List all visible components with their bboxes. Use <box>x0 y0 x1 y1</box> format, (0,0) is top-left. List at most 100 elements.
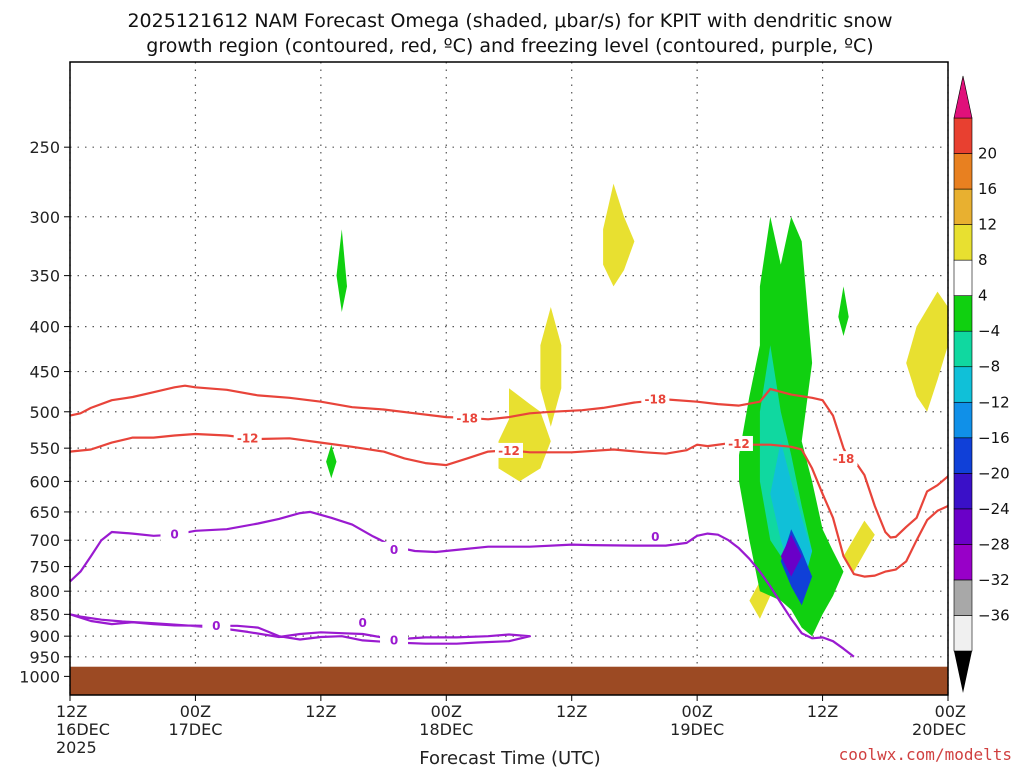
colorbar-segment-7 <box>953 366 973 403</box>
contour-label-bg-purple-0-2 <box>641 528 670 544</box>
contour-label-bg-red-1-2 <box>724 435 753 451</box>
plot-frame <box>69 61 949 696</box>
colorbar-label-5: −4 <box>978 322 1000 340</box>
pressure-axis-ticks: 250 300 350 400 450 500 550 600 650 700 750 800 850 9… <box>19 138 70 686</box>
contour-label-bg-purple-1-1 <box>348 615 377 631</box>
x-tick-label-60-0: 00Z <box>681 702 712 721</box>
contour-line-red-0 <box>69 384 949 539</box>
contour-label-red-1-0: -12 <box>237 431 259 445</box>
contour-label-bg-red-1-0 <box>233 430 262 446</box>
y-tick-label-1000: 1000 <box>19 667 60 686</box>
y-tick-label-650: 650 <box>29 503 60 522</box>
y-tick-label-550: 550 <box>29 439 60 458</box>
contour-label-bg-red-0-1 <box>641 391 670 407</box>
terrain-band <box>70 666 948 695</box>
omega-region-11 <box>336 229 347 312</box>
contour-label-bg-red-1-1 <box>495 442 523 458</box>
y-tick-label-400: 400 <box>29 318 60 337</box>
x-tick-label-48-0: 12Z <box>556 702 587 721</box>
x-tick-label-0-2: 2025 <box>56 738 97 757</box>
omega-colorbar: 20 16 12 8 4 −4 −8 −12 −16 −20 −24 −28 −32 −36 <box>953 75 1010 693</box>
y-tick-label-250: 250 <box>29 138 60 157</box>
colorbar-segment-11 <box>953 224 973 261</box>
colorbar-label-2: 12 <box>978 216 997 234</box>
contour-label-purple-0-0: 0 <box>170 528 178 542</box>
contour-label-bg-purple-0-1 <box>380 541 409 557</box>
colorbar-label-7: −12 <box>978 393 1010 411</box>
y-tick-label-950: 950 <box>29 648 60 667</box>
contour-label-purple-1-1: 0 <box>358 616 366 630</box>
omega-region-13 <box>838 286 849 336</box>
omega-region-1 <box>540 307 562 427</box>
x-tick-label-72-0: 12Z <box>807 702 838 721</box>
colorbar-segment-2 <box>953 544 973 581</box>
chart-title-line2: growth region (contoured, red, ºC) and f… <box>146 35 873 57</box>
colorbar-label-9: −20 <box>978 464 1010 482</box>
omega-region-10 <box>780 534 802 577</box>
colorbar-label-4: 4 <box>978 287 988 305</box>
omega-shading <box>326 183 948 637</box>
x-tick-label-36-1: 18DEC <box>419 720 473 739</box>
omega-region-5 <box>843 520 875 572</box>
colorbar-segment-13 <box>953 153 973 190</box>
colorbar-segment-9 <box>953 295 973 332</box>
colorbar-label-6: −8 <box>978 358 1000 376</box>
terrain-fill <box>70 666 948 695</box>
y-tick-label-450: 450 <box>29 363 60 382</box>
colorbar-top-arrow <box>953 75 973 119</box>
contour-label-bg-red-0-2 <box>829 451 858 467</box>
contour-label-purple-0-1: 0 <box>390 543 398 557</box>
contour-label-red-0-1: -18 <box>644 392 666 406</box>
x-tick-label-36-0: 00Z <box>431 702 462 721</box>
omega-region-0 <box>498 388 551 482</box>
y-tick-label-350: 350 <box>29 267 60 286</box>
contour-label-bg-purple-1-0 <box>202 617 231 633</box>
colorbar-segment-3 <box>953 508 973 545</box>
colorbar-bottom-arrow <box>954 651 972 693</box>
colorbar-label-8: −16 <box>978 429 1010 447</box>
colorbar-segment-0 <box>953 615 973 652</box>
y-tick-label-500: 500 <box>29 403 60 422</box>
colorbar-label-13: −36 <box>978 606 1010 624</box>
y-tick-label-900: 900 <box>29 627 60 646</box>
x-tick-label-60-1: 19DEC <box>670 720 724 739</box>
x-tick-label-12-1: 17DEC <box>168 720 222 739</box>
contour-label-bg-red-0-0 <box>453 410 482 426</box>
x-tick-label-84-1: 20DEC <box>912 720 966 739</box>
omega-region-6 <box>739 216 844 637</box>
colorbar-segment-6 <box>953 401 973 439</box>
colorbar-label-10: −24 <box>978 500 1010 518</box>
x-tick-label-84-0: 00Z <box>935 702 966 721</box>
credit-text: coolwx.com/modelts <box>839 745 1012 764</box>
omega-region-12 <box>326 444 337 479</box>
contour-label-red-0-0: -18 <box>456 412 478 426</box>
x-tick-label-24-0: 12Z <box>305 702 336 721</box>
colorbar-label-1: 16 <box>978 180 997 198</box>
contour-label-purple-0-2: 0 <box>651 530 659 544</box>
contour-label-bg-purple-0-0 <box>160 526 189 542</box>
y-tick-label-800: 800 <box>29 582 60 601</box>
colorbar-segment-5 <box>953 437 973 474</box>
y-tick-label-600: 600 <box>29 472 60 491</box>
colorbar-segment-12 <box>953 188 973 225</box>
colorbar-label-3: 8 <box>978 251 988 269</box>
y-tick-label-700: 700 <box>29 531 60 550</box>
colorbar-segment-4 <box>953 473 973 510</box>
contour-label-purple-1-0: 0 <box>212 619 220 633</box>
contour-label-red-1-2: -12 <box>728 437 750 451</box>
x-tick-label-12-0: 00Z <box>180 702 211 721</box>
colorbar-segment-8 <box>953 330 973 368</box>
y-tick-label-850: 850 <box>29 605 60 624</box>
y-tick-label-750: 750 <box>29 558 60 577</box>
contour-label-bg-purple-1-2 <box>380 632 409 648</box>
omega-region-3 <box>906 291 948 412</box>
chart-title-line1: 2025121612 NAM Forecast Omega (shaded, μ… <box>127 10 892 32</box>
x-tick-label-0-0: 12Z <box>56 702 87 721</box>
x-tick-label-0-1: 16DEC <box>56 720 110 739</box>
colorbar-label-12: −32 <box>978 571 1010 589</box>
omega-region-2 <box>603 183 635 287</box>
contour-lines: -18 -18 -18 -12 -12 -12 0 0 0 0 0 0 <box>68 384 949 658</box>
contour-label-red-1-1: -12 <box>498 444 520 458</box>
